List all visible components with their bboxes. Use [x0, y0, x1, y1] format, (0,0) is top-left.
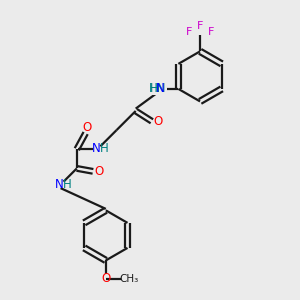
Text: N: N: [55, 178, 64, 190]
Text: CH₃: CH₃: [120, 274, 139, 284]
Text: N: N: [156, 82, 165, 95]
Text: HN: HN: [149, 82, 166, 95]
Text: H: H: [63, 178, 71, 190]
Text: F: F: [208, 27, 214, 37]
Text: O: O: [94, 165, 104, 178]
Text: O: O: [101, 272, 110, 285]
Text: F: F: [197, 21, 203, 31]
Text: O: O: [153, 115, 162, 128]
Text: F: F: [186, 27, 192, 37]
Text: H: H: [100, 142, 108, 155]
Text: O: O: [82, 121, 92, 134]
Text: H: H: [150, 82, 159, 95]
Text: N: N: [92, 142, 100, 155]
